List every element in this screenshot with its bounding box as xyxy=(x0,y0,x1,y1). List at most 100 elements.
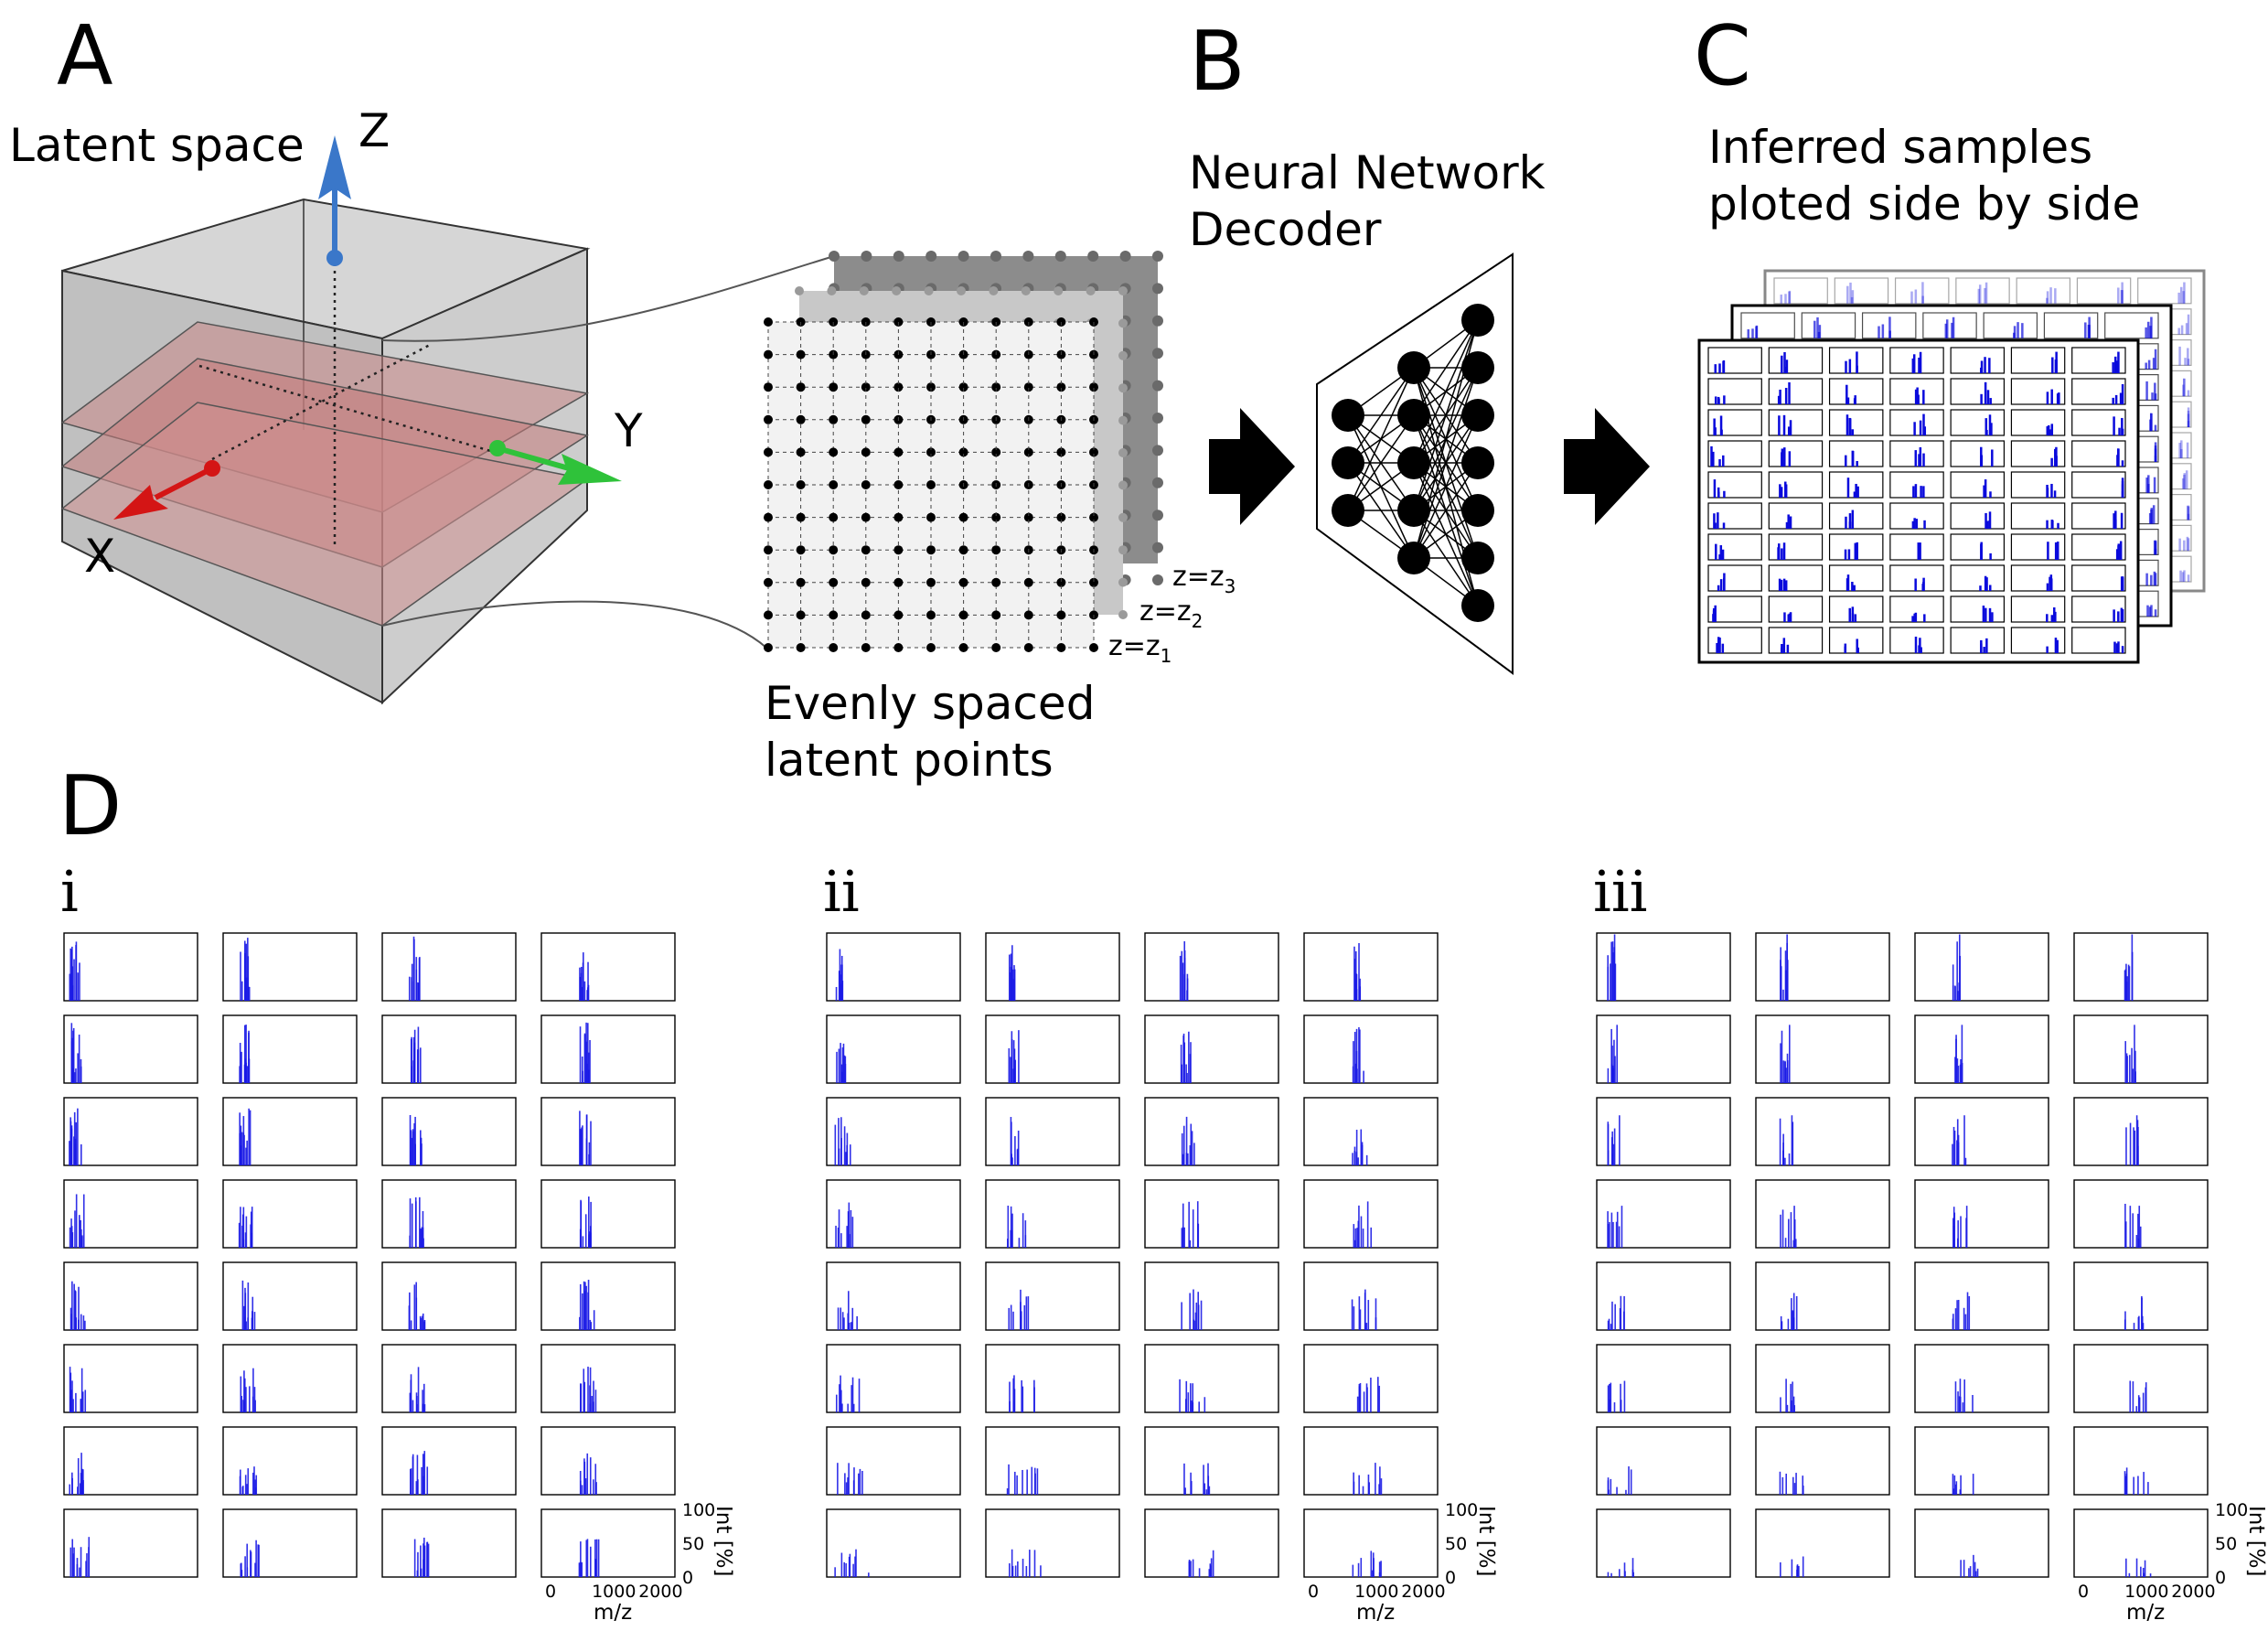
spectrum-cell xyxy=(1755,1179,1890,1249)
grid-label-z3: z=z3 xyxy=(1172,561,1236,597)
spectrum-cell xyxy=(540,1261,676,1331)
latent-point xyxy=(991,382,1001,392)
sample-cell xyxy=(2071,596,2126,623)
sample-cell xyxy=(1707,502,1762,530)
spectrum-cell xyxy=(63,1508,198,1578)
sample-cell xyxy=(1950,596,2006,623)
latent-point xyxy=(829,577,839,587)
samples-sheet-front xyxy=(1697,338,2140,664)
latent-point xyxy=(1023,512,1033,522)
nn-node-layer-2 xyxy=(1397,446,1430,479)
sample-cell xyxy=(1707,627,1762,654)
latent-point xyxy=(991,545,1001,555)
spectrum-cell xyxy=(1755,1508,1890,1578)
spectrum-cell xyxy=(826,1344,961,1413)
spectrum-cell xyxy=(826,1014,961,1084)
spectrum-cell xyxy=(1596,932,1731,1002)
latent-point xyxy=(861,382,871,392)
spectrum-cell xyxy=(2073,932,2209,1002)
latent-point xyxy=(1023,447,1033,457)
spectrum-cell xyxy=(540,932,676,1002)
latent-point xyxy=(1118,448,1128,457)
spectrum-cell xyxy=(540,1014,676,1084)
connector-curve-bottom xyxy=(381,600,767,649)
y-tick-label: 100 xyxy=(2215,1500,2248,1520)
sample-cell xyxy=(2010,378,2066,405)
sample-cell xyxy=(1828,564,1884,592)
y-tick-label: 100 xyxy=(682,1500,715,1520)
latent-point xyxy=(892,286,902,295)
nn-node-layer-2 xyxy=(1397,494,1430,527)
spectrum-cell xyxy=(1303,1426,1439,1496)
sample-cell xyxy=(2104,312,2159,339)
spectra-grids xyxy=(63,932,2209,1578)
latent-point xyxy=(1089,643,1098,652)
nn-node-layer-2 xyxy=(1397,542,1430,574)
latent-point xyxy=(829,414,839,424)
sample-cell xyxy=(1773,277,1828,305)
sample-cell xyxy=(1922,312,1977,339)
spectrum-cell xyxy=(1303,932,1439,1002)
spectrum-cell xyxy=(985,1261,1120,1331)
grid-label-z1: z=z1 xyxy=(1108,630,1171,667)
sample-cell xyxy=(2071,471,2126,499)
sample-cell xyxy=(1707,564,1762,592)
latent-point xyxy=(861,480,871,489)
latent-point xyxy=(1152,445,1163,456)
latent-cube xyxy=(60,198,591,705)
latent-point xyxy=(764,349,773,359)
latent-point xyxy=(1056,512,1066,522)
spectrum-cell xyxy=(985,1508,1120,1578)
latent-point xyxy=(796,382,806,392)
sample-cell xyxy=(1955,277,2010,305)
y-tick-label: 50 xyxy=(682,1534,704,1554)
sample-cell xyxy=(1828,502,1884,530)
sample-cell xyxy=(1768,502,1824,530)
latent-point xyxy=(764,610,773,620)
x-axis-title: m/z xyxy=(1356,1601,1395,1625)
spectrum-cell xyxy=(63,1261,198,1331)
sample-cell xyxy=(1707,440,1762,467)
latent-point xyxy=(1152,413,1163,424)
connector-curve-top xyxy=(381,255,835,342)
latent-point xyxy=(1152,348,1163,359)
nn-edge xyxy=(1413,414,1479,559)
z-axis-arrow: Z xyxy=(318,104,390,266)
sample-cell xyxy=(2071,378,2126,405)
nn-node-layer-3 xyxy=(1461,446,1494,479)
y-axis-shaft xyxy=(497,445,570,471)
y-tick-label: 0 xyxy=(1445,1568,1456,1588)
latent-point xyxy=(861,512,871,522)
latent-point xyxy=(924,286,934,295)
spectrum-cell xyxy=(381,1508,517,1578)
spectrum-cell xyxy=(1914,1014,2049,1084)
spectrum-cell xyxy=(222,1508,358,1578)
sample-cell xyxy=(1950,627,2006,654)
sample-cell xyxy=(1707,409,1762,436)
latent-point xyxy=(796,512,806,522)
latent-point xyxy=(1023,577,1033,587)
latent-point xyxy=(1152,574,1163,585)
nn-edge xyxy=(1413,462,1479,559)
sample-cell xyxy=(1768,627,1824,654)
spectrum-cell xyxy=(1755,1426,1890,1496)
y-axis-origin-dot xyxy=(489,440,506,456)
spectrum-cell xyxy=(1144,1344,1279,1413)
sample-cell xyxy=(1950,347,2006,374)
sample-cell xyxy=(2010,596,2066,623)
sample-cell xyxy=(2010,471,2066,499)
spectrum-cell xyxy=(826,1261,961,1331)
spectrum-cell xyxy=(381,1261,517,1331)
latent-point xyxy=(859,286,869,295)
latent-point xyxy=(893,447,904,457)
latent-point xyxy=(764,382,773,392)
sample-cell xyxy=(1950,471,2006,499)
sample-cell xyxy=(2016,277,2071,305)
nn-edge xyxy=(1347,414,1415,511)
latent-point xyxy=(893,251,904,262)
latent-grid-stack: z=z3 z=z2 z=z1 Evenly spaced latent poin… xyxy=(764,251,1236,787)
spectrum-cell xyxy=(222,1014,358,1084)
spectrum-cell xyxy=(826,932,961,1002)
latent-point xyxy=(957,251,969,262)
